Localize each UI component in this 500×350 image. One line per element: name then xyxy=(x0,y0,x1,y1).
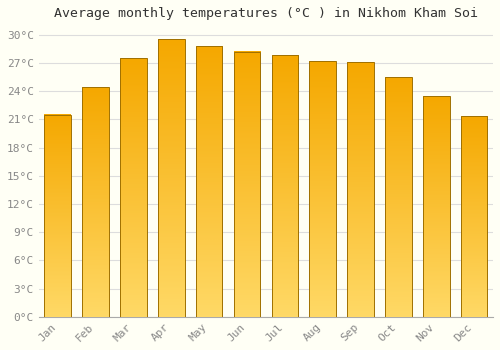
Bar xyxy=(423,96,450,317)
Bar xyxy=(272,55,298,317)
Bar xyxy=(348,62,374,317)
Bar xyxy=(461,117,487,317)
Bar xyxy=(196,46,222,317)
Title: Average monthly temperatures (°C ) in Nikhom Kham Soi: Average monthly temperatures (°C ) in Ni… xyxy=(54,7,478,20)
Bar xyxy=(120,58,146,317)
Bar xyxy=(385,77,411,317)
Bar xyxy=(158,40,184,317)
Bar xyxy=(234,51,260,317)
Bar xyxy=(82,88,109,317)
Bar xyxy=(310,61,336,317)
Bar xyxy=(44,114,71,317)
